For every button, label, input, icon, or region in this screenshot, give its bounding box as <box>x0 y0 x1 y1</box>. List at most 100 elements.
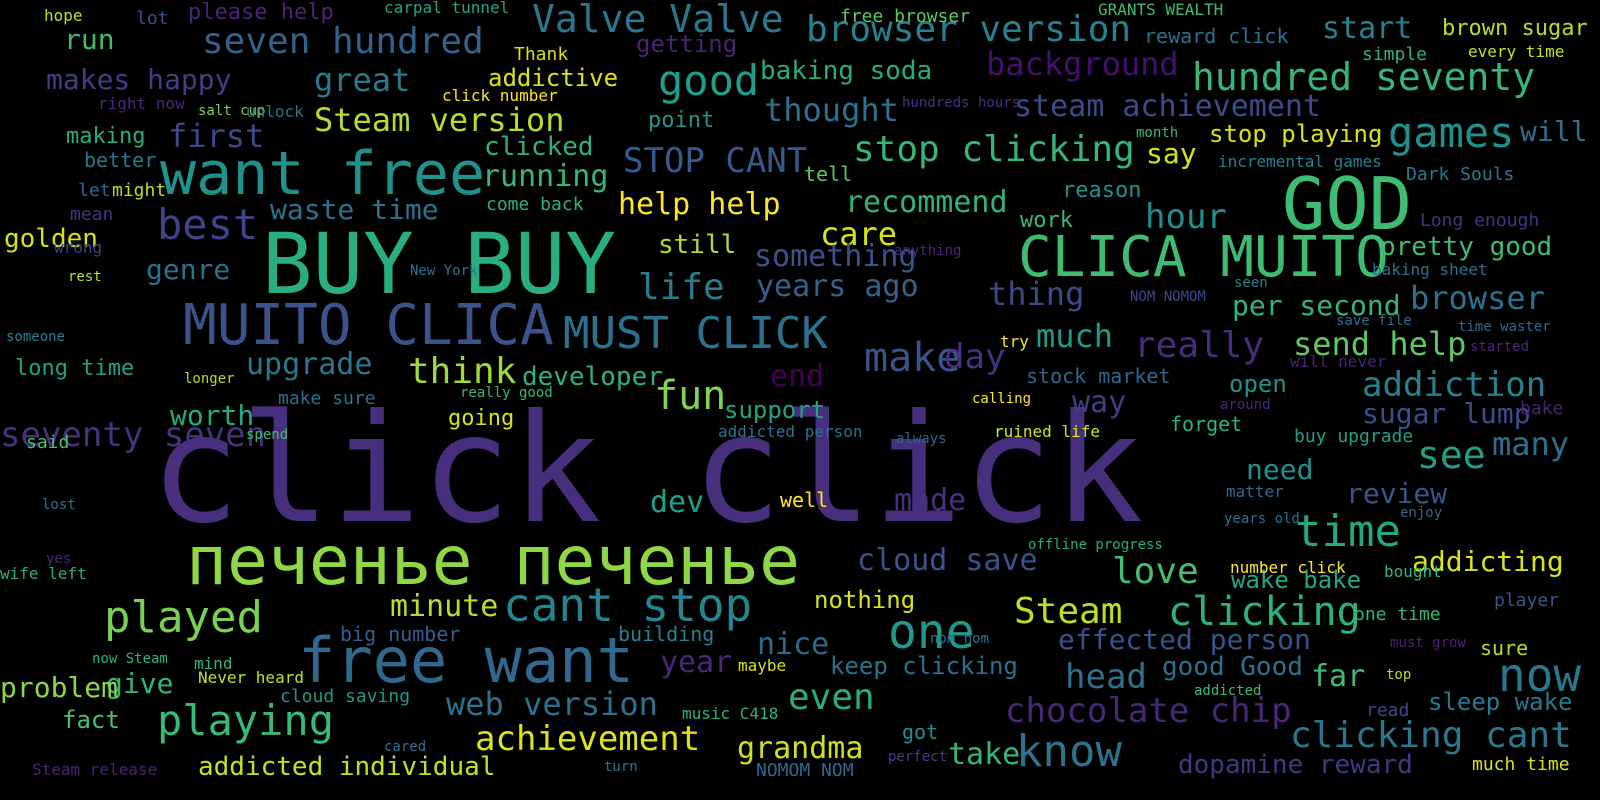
word: will <box>1520 115 1588 148</box>
word: great <box>314 61 411 99</box>
word: upgrade <box>246 347 373 382</box>
word: keep clicking <box>830 652 1018 680</box>
word: MUST CLICK <box>563 308 828 359</box>
word: got <box>902 720 939 744</box>
word: please help <box>188 0 334 25</box>
word: free browser <box>840 6 971 27</box>
word: point <box>648 108 715 133</box>
word: Never heard <box>198 668 304 687</box>
word: now <box>1498 648 1582 702</box>
word: Long enough <box>1420 210 1540 231</box>
word: take <box>948 737 1021 772</box>
word: web version <box>446 685 658 723</box>
word: addicting <box>1412 545 1564 578</box>
word: good <box>658 56 760 105</box>
word: bought <box>1384 562 1442 581</box>
word: enjoy <box>1400 505 1443 521</box>
word: big number <box>340 622 461 646</box>
word: many <box>1492 425 1570 463</box>
word: tell <box>804 162 853 186</box>
word: Steam release <box>32 760 158 779</box>
word: mind <box>194 654 233 673</box>
word: stop clicking <box>853 129 1135 170</box>
word: calling <box>972 391 1032 407</box>
word: sure <box>1480 636 1529 660</box>
word: wake bake <box>1231 566 1362 594</box>
word: addictive <box>488 64 619 92</box>
word: recommend <box>845 185 1008 220</box>
word: Steam <box>1014 591 1123 632</box>
word: really <box>1134 325 1265 366</box>
word: nice <box>757 627 830 662</box>
word: year <box>660 645 733 680</box>
word: addicted person <box>718 422 863 441</box>
word: number click <box>1230 558 1346 577</box>
word: печенье печенье <box>186 522 801 601</box>
word: addicted <box>1194 683 1262 699</box>
word: yes <box>46 551 72 567</box>
word: hundred seventy <box>1192 55 1536 99</box>
word: worth <box>170 399 255 432</box>
word: Dark Souls <box>1406 164 1515 185</box>
word: send help <box>1293 325 1467 363</box>
word: rest <box>68 269 102 285</box>
word: one <box>888 604 975 660</box>
word: cant stop <box>503 578 753 632</box>
word: said <box>26 432 70 453</box>
word: years old <box>1224 511 1300 527</box>
word: sugar lump <box>1362 397 1531 430</box>
word: much time <box>1472 754 1570 775</box>
word: years ago <box>756 269 919 304</box>
word: grandma <box>737 731 864 766</box>
word: might <box>112 180 167 201</box>
word: let <box>78 180 111 201</box>
word: hour <box>1145 197 1227 237</box>
word: wife left <box>0 564 87 583</box>
word: playing <box>157 696 335 745</box>
word: cared <box>384 739 427 755</box>
word: running <box>482 159 609 194</box>
word: incremental games <box>1218 152 1382 171</box>
word: made <box>894 483 967 518</box>
word: longer <box>184 371 235 387</box>
word: played <box>104 592 263 643</box>
word: baking soda <box>760 56 933 86</box>
word: thought <box>764 91 899 129</box>
word: anything <box>894 243 962 259</box>
word: buy upgrade <box>1294 426 1414 447</box>
word: CLICA MUITO <box>1018 225 1389 290</box>
word: clicking cant <box>1290 715 1572 756</box>
word: cloud saving <box>280 686 411 707</box>
word: will never <box>1290 352 1387 371</box>
word: know <box>1016 726 1122 777</box>
word: effected person <box>1058 623 1311 656</box>
word: open <box>1229 370 1287 398</box>
word: start <box>1322 11 1413 46</box>
word: stock market <box>1026 364 1171 388</box>
word: always <box>896 431 947 447</box>
word: clicked <box>484 132 594 162</box>
word: long time <box>15 356 135 381</box>
word: BUY BUY <box>262 215 617 313</box>
word: per second <box>1232 289 1401 322</box>
word: makes happy <box>46 63 232 96</box>
word: click number <box>442 86 558 105</box>
word: steam achievement <box>1014 89 1322 124</box>
word: forget <box>1170 412 1243 436</box>
word: much <box>1036 317 1114 355</box>
word: well <box>780 488 829 512</box>
word: cloud save <box>857 543 1038 578</box>
word: better <box>84 148 157 172</box>
word: maybe <box>738 656 787 675</box>
word: waste time <box>270 193 439 226</box>
word: reward click <box>1144 24 1289 48</box>
word: GRANTS WEALTH <box>1098 0 1224 19</box>
word: brown sugar <box>1442 16 1588 41</box>
word: support <box>724 396 826 424</box>
word: click click <box>150 383 1144 557</box>
word: every time <box>1468 42 1565 61</box>
word: around <box>1220 397 1271 413</box>
word: bake <box>1520 398 1564 419</box>
word: review <box>1346 477 1448 510</box>
word: dopamine reward <box>1178 750 1413 780</box>
